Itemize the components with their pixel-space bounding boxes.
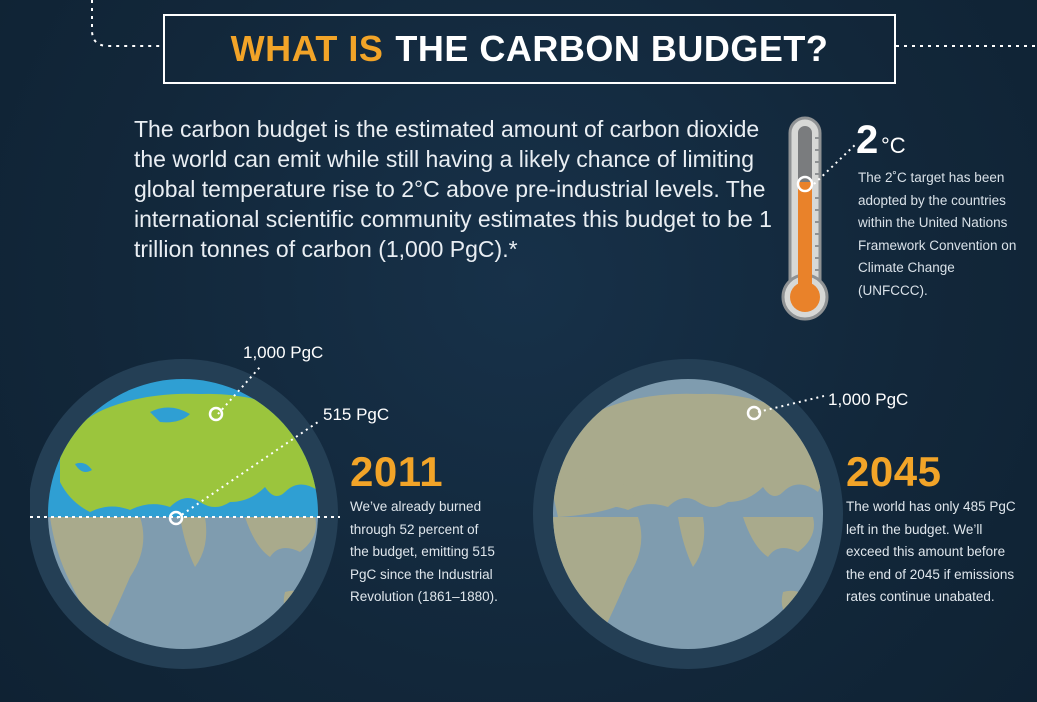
globe-2045-description: The world has only 485 PgC left in the b…	[846, 499, 1016, 604]
globe-2011-total-label: 1,000 PgC	[243, 343, 324, 362]
thermometer-pointer	[813, 143, 857, 185]
title-rest: THE CARBON BUDGET?	[395, 28, 829, 69]
globe-2045-total-label: 1,000 PgC	[828, 390, 909, 409]
globe-2011-burned-label: 515 PgC	[323, 405, 390, 424]
temperature-unit: °C	[881, 133, 906, 158]
temperature-value: 2	[856, 118, 879, 162]
globe-2011	[30, 359, 340, 669]
page-title: WHAT IS THE CARBON BUDGET?	[163, 14, 896, 84]
year-2011: 2011	[350, 448, 444, 495]
year-2045: 2045	[846, 448, 942, 495]
title-highlight: WHAT IS	[230, 28, 384, 69]
intro-paragraph: The carbon budget is the estimated amoun…	[134, 116, 772, 262]
globe-2045	[533, 359, 843, 669]
globe-2011-description: We’ve already burned through 52 percent …	[350, 499, 498, 604]
thermometer-icon	[781, 116, 829, 321]
temperature-note: The 2˚C target has been adopted by the c…	[858, 170, 1017, 298]
